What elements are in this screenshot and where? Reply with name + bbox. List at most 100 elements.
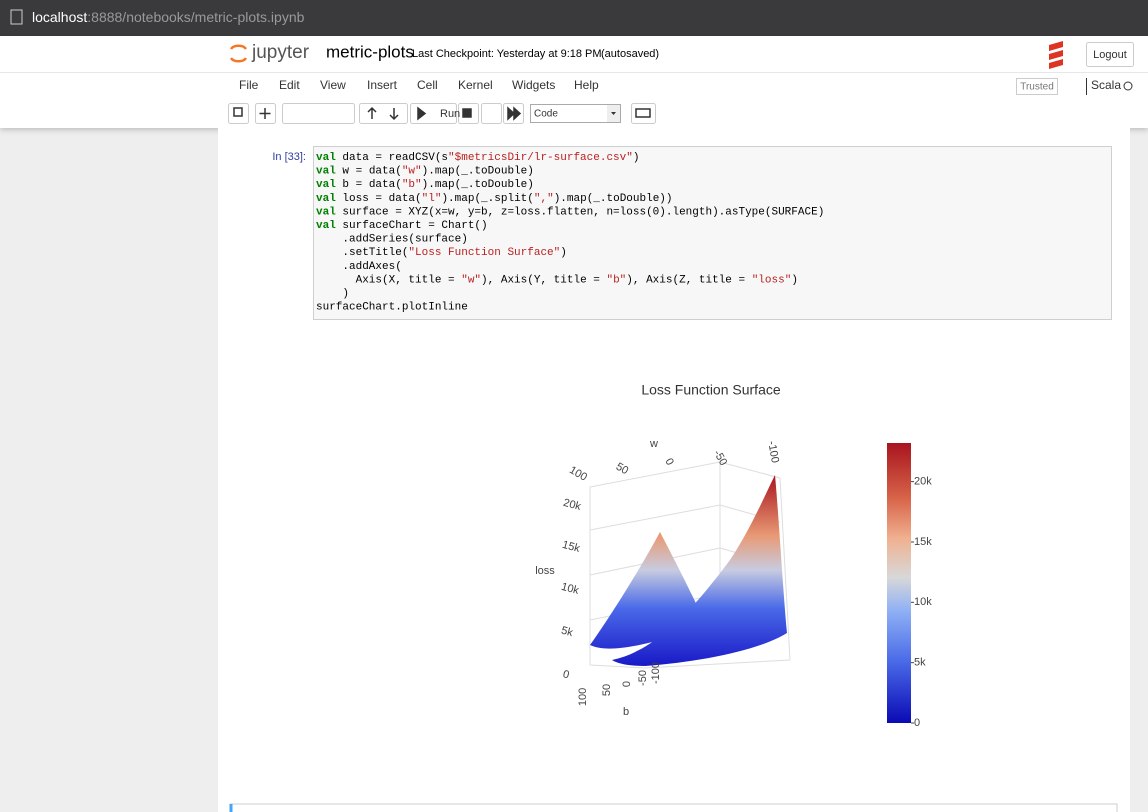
code-token: surface = XYZ(x=w, y=b, z=loss.flatten, …	[336, 206, 824, 218]
prompt: In [33]:	[272, 151, 306, 163]
menu-item[interactable]: Cell	[417, 78, 438, 92]
code-token: val	[316, 206, 336, 218]
code-token: .addSeries(surface)	[316, 234, 468, 246]
scala-icon	[1049, 41, 1063, 69]
code-line: .addAxes(	[316, 261, 402, 273]
code-line: val loss = data("l").map(_.split(",").ma…	[316, 193, 673, 205]
colorbar-tick-label: 10k	[914, 596, 932, 608]
code-line: val w = data("w").map(_.toDouble)	[316, 166, 534, 178]
run-label: Run	[440, 108, 460, 120]
code-token: ), Axis(Y, title =	[481, 274, 606, 286]
y-tick-label: 50	[601, 684, 613, 696]
code-token: "Loss Function Surface"	[408, 247, 560, 259]
code-token: "b"	[402, 179, 422, 191]
toolbar-button[interactable]	[359, 103, 408, 124]
menu-item[interactable]: Kernel	[458, 78, 493, 92]
code-token: )	[633, 152, 640, 164]
code-token: ).map(_.split(	[441, 193, 533, 205]
colorbar-tick-label: 5k	[914, 657, 926, 669]
x-axis-title: w	[649, 438, 658, 450]
x-tick-label: -100	[765, 440, 781, 464]
toolbar-button[interactable]	[282, 103, 355, 124]
code-token: val	[316, 166, 336, 178]
code-token: Axis(X, title =	[316, 274, 461, 286]
code-token: )	[316, 288, 349, 300]
surface-right	[612, 475, 787, 666]
colorbar-tick-label: 20k	[914, 476, 932, 488]
code-token: "w"	[461, 274, 481, 286]
code-token: ).map(_.toDouble))	[554, 193, 673, 205]
code-token: "l"	[422, 193, 442, 205]
url-host: localhost	[32, 9, 87, 25]
y-tick-label: 0	[621, 681, 633, 687]
code-token: surfaceChart = Chart()	[336, 220, 488, 232]
z-tick-label: 0	[562, 668, 571, 681]
z-tick-label: 20k	[562, 497, 583, 513]
code-token: w = data(	[336, 166, 402, 178]
url[interactable]: localhost:8888/notebooks/metric-plots.ip…	[32, 9, 305, 25]
menu-item[interactable]: View	[320, 78, 346, 92]
code-token: )	[560, 247, 567, 259]
code: val data = readCSV(s"$metricsDir/lr-surf…	[316, 152, 824, 314]
z-tick-label: 10k	[560, 581, 581, 597]
code-line: val surface = XYZ(x=w, y=b, z=loss.flatt…	[316, 206, 824, 218]
y-tick-label: 100	[577, 688, 589, 706]
code-token: val	[316, 193, 336, 205]
menu-item[interactable]: Insert	[367, 78, 398, 92]
code-token: b = data(	[336, 179, 402, 191]
code-line: .addSeries(surface)	[316, 234, 468, 246]
code-token: )	[791, 274, 798, 286]
checkpoint: Last Checkpoint: Yesterday at 9:18 PM	[412, 48, 602, 60]
trusted-box[interactable]	[1016, 78, 1058, 95]
code-line: val data = readCSV(s"$metricsDir/lr-surf…	[316, 152, 639, 164]
code-token: .addAxes(	[316, 261, 402, 273]
colorbar	[887, 443, 911, 723]
url-path: :8888/notebooks/metric-plots.ipynb	[87, 9, 304, 25]
menu-item[interactable]: Widgets	[512, 78, 555, 92]
kernel-indicator	[1123, 81, 1133, 91]
menu-item[interactable]: Edit	[279, 78, 300, 92]
code-token: .setTitle(	[316, 247, 408, 259]
code-token: val	[316, 152, 336, 164]
toolbar-button[interactable]	[631, 103, 656, 124]
toolbar-button[interactable]	[228, 103, 249, 124]
page-icon	[10, 9, 23, 25]
code-line: .setTitle("Loss Function Surface")	[316, 247, 567, 259]
z-tick-label: 15k	[561, 539, 582, 555]
code-token: data = readCSV(s	[336, 152, 448, 164]
code-token: "$metricsDir/lr-surface.csv"	[448, 152, 633, 164]
code-token: ).map(_.toDouble)	[422, 179, 534, 191]
code-token: "w"	[402, 166, 422, 178]
code-cell[interactable]	[313, 146, 1112, 320]
menubar: File Edit View Insert Cell Kernel Widgets Help	[239, 78, 599, 92]
notebook-name[interactable]: metric-plots	[326, 42, 414, 61]
code-token: ), Axis(Z, title =	[626, 274, 751, 286]
code-line: )	[316, 288, 349, 300]
toolbar	[228, 103, 656, 124]
logout-button[interactable]	[1086, 42, 1134, 67]
code-line: val b = data("b").map(_.toDouble)	[316, 179, 534, 191]
colorbar-tick-label: 15k	[914, 536, 932, 548]
z-axis-title: loss	[535, 565, 555, 577]
cell-type-select[interactable]	[530, 104, 621, 123]
code-token: val	[316, 179, 336, 191]
code-token: "loss"	[752, 274, 792, 286]
menu-item[interactable]: Help	[574, 78, 599, 92]
logo-text: jupyter	[251, 42, 310, 63]
colorbar-tick-label: 0	[914, 717, 920, 729]
next-cell[interactable]	[229, 803, 1118, 812]
code-token: ","	[534, 193, 554, 205]
code-token: val	[316, 220, 336, 232]
menu-item[interactable]: File	[239, 78, 259, 92]
browser-bar	[0, 0, 1148, 36]
x-tick-label: 0	[662, 456, 675, 467]
code-token: surfaceChart.plotInline	[316, 302, 468, 314]
code-token: "b"	[606, 274, 626, 286]
toolbar-button[interactable]	[481, 103, 502, 124]
plot-title: Loss Function Surface	[641, 382, 781, 398]
toolbar-button[interactable]	[410, 103, 457, 124]
icon-fill	[418, 108, 520, 119]
